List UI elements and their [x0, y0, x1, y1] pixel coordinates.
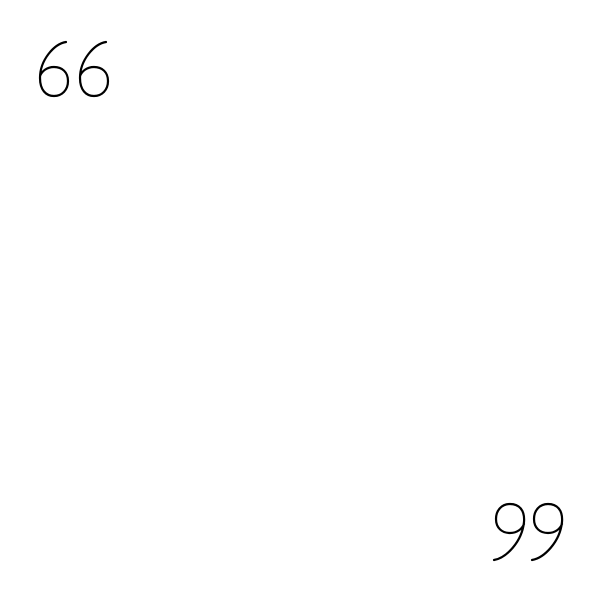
open-quote-six-2: [78, 40, 110, 98]
close-quote-glyph: [492, 502, 564, 562]
open-quote-mark: 66: [36, 38, 112, 100]
close-quote-mark: 99: [488, 500, 568, 564]
open-quote-six-1: [38, 40, 70, 98]
open-quote-glyph: [38, 40, 110, 98]
close-quote-nine-1: [492, 502, 526, 562]
close-quote-nine-2: [530, 502, 564, 562]
